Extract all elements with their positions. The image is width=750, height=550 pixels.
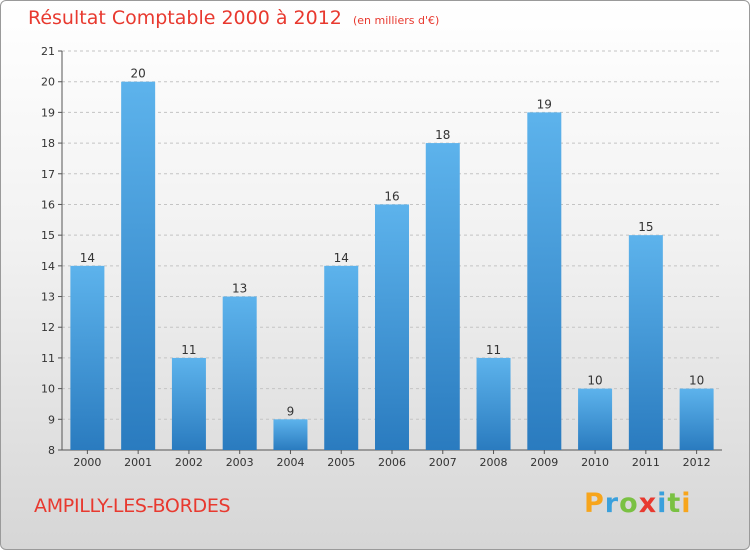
bar [324, 265, 359, 450]
bar [222, 296, 257, 450]
y-tick-label: 16 [41, 198, 55, 211]
labels: 8 9 10 11 12 13 14 15 16 17 18 19 20 21 14 2000 20 2001 11… [41, 45, 711, 469]
proxiti-logo[interactable]: Proxiti [584, 488, 692, 519]
bar-value-label: 10 [689, 374, 704, 388]
bar-value-label: 15 [638, 220, 653, 234]
bar [578, 388, 613, 450]
x-tick-label: 2004 [276, 456, 304, 469]
bar-value-label: 13 [232, 282, 247, 296]
bar-value-label: 14 [334, 251, 349, 265]
y-tick-label: 15 [41, 229, 55, 242]
logo-letter: P [584, 488, 605, 519]
y-tick-label: 9 [48, 413, 55, 426]
bar-value-label: 10 [587, 374, 602, 388]
y-tick-label: 20 [41, 76, 55, 89]
y-tick-label: 8 [48, 444, 55, 457]
bar [375, 204, 409, 450]
bar [628, 235, 663, 450]
x-tick-label: 2012 [683, 456, 711, 469]
bar-value-label: 20 [131, 67, 146, 81]
bar-value-label: 19 [537, 97, 552, 111]
logo-letter: o [619, 488, 639, 519]
y-tick-label: 18 [41, 137, 55, 150]
bar [273, 419, 308, 450]
logo-letter: i [657, 488, 668, 519]
bar [171, 357, 206, 450]
y-tick-label: 14 [41, 260, 55, 273]
bar [121, 81, 156, 450]
x-tick-label: 2001 [124, 456, 152, 469]
bar [70, 265, 105, 450]
y-tick-label: 13 [41, 291, 55, 304]
y-tick-label: 19 [41, 106, 55, 119]
logo-letter: r [604, 488, 620, 519]
bar-value-label: 18 [435, 128, 450, 142]
title-unit: (en milliers d'€) [352, 14, 440, 27]
x-tick-label: 2010 [581, 456, 609, 469]
x-tick-label: 2003 [226, 456, 254, 469]
bar-value-label: 9 [287, 404, 295, 418]
x-tick-label: 2002 [175, 456, 203, 469]
bar [476, 357, 511, 450]
x-tick-label: 2011 [632, 456, 660, 469]
y-tick-label: 10 [41, 383, 55, 396]
x-tick-label: 2007 [429, 456, 457, 469]
y-tick-label: 12 [41, 321, 55, 334]
x-tick-label: 2009 [530, 456, 558, 469]
logo-letter: t [667, 488, 682, 519]
x-tick-label: 2005 [327, 456, 355, 469]
bar-value-label: 11 [486, 343, 501, 357]
bar-value-label: 16 [384, 189, 399, 203]
x-tick-label: 2008 [480, 456, 508, 469]
bar [425, 143, 460, 451]
logo-letter: i [681, 488, 692, 519]
x-tick-label: 2006 [378, 456, 406, 469]
bar [527, 112, 562, 450]
bar [679, 388, 714, 450]
chart-title: Résultat Comptable 2000 à 2012 (en milli… [28, 7, 439, 29]
y-tick-label: 11 [41, 352, 55, 365]
title-text: Résultat Comptable 2000 à 2012 [28, 7, 342, 29]
x-tick-label: 2000 [73, 456, 101, 469]
bar-value-label: 14 [80, 251, 95, 265]
logo-letter: x [638, 488, 658, 519]
y-tick-label: 17 [41, 168, 55, 181]
commune-name: AMPILLY-LES-BORDES [34, 495, 231, 517]
bar-value-label: 11 [181, 343, 196, 357]
bars [70, 81, 714, 451]
y-tick-label: 21 [41, 45, 55, 58]
